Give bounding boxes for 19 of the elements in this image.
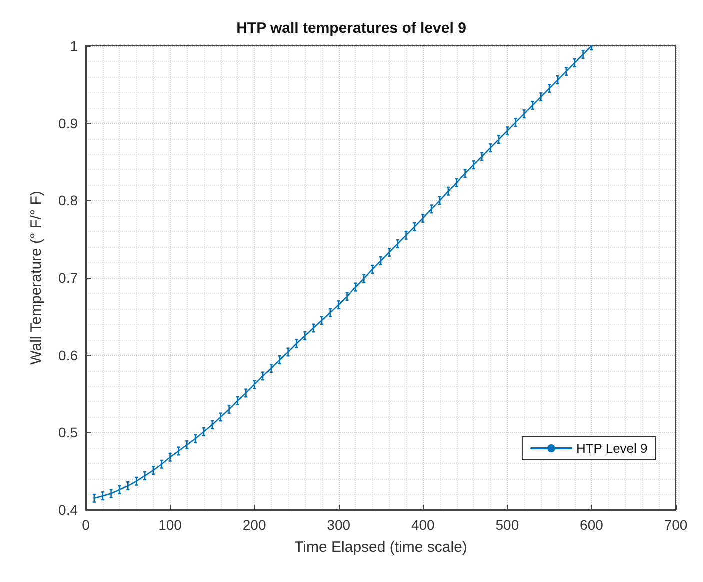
x-tick-label: 200 <box>242 517 266 533</box>
x-tick-label: 500 <box>496 517 520 533</box>
y-axis-title: Wall Temperature (° F/° F) <box>28 191 45 365</box>
legend-label: HTP Level 9 <box>576 441 648 456</box>
y-tick-label: 1 <box>70 38 78 54</box>
x-axis-title: Time Elapsed (time scale) <box>294 539 468 556</box>
y-tick-label: 0.9 <box>58 115 78 132</box>
x-tick-label: 0 <box>82 517 90 533</box>
y-tick-label: 0.5 <box>58 424 78 441</box>
x-tick-label: 100 <box>158 517 182 533</box>
x-tick-label: 700 <box>664 517 688 533</box>
chart-title: HTP wall temperatures of level 9 <box>236 20 466 37</box>
x-tick-label: 400 <box>411 517 436 533</box>
y-tick-label: 0.7 <box>58 270 78 286</box>
y-tick-label: 0.6 <box>58 347 78 364</box>
y-tick-label: 0.8 <box>58 192 78 209</box>
x-tick-label: 300 <box>327 517 351 533</box>
x-tick-label: 600 <box>580 517 604 533</box>
y-tick-label: 0.4 <box>58 502 78 518</box>
